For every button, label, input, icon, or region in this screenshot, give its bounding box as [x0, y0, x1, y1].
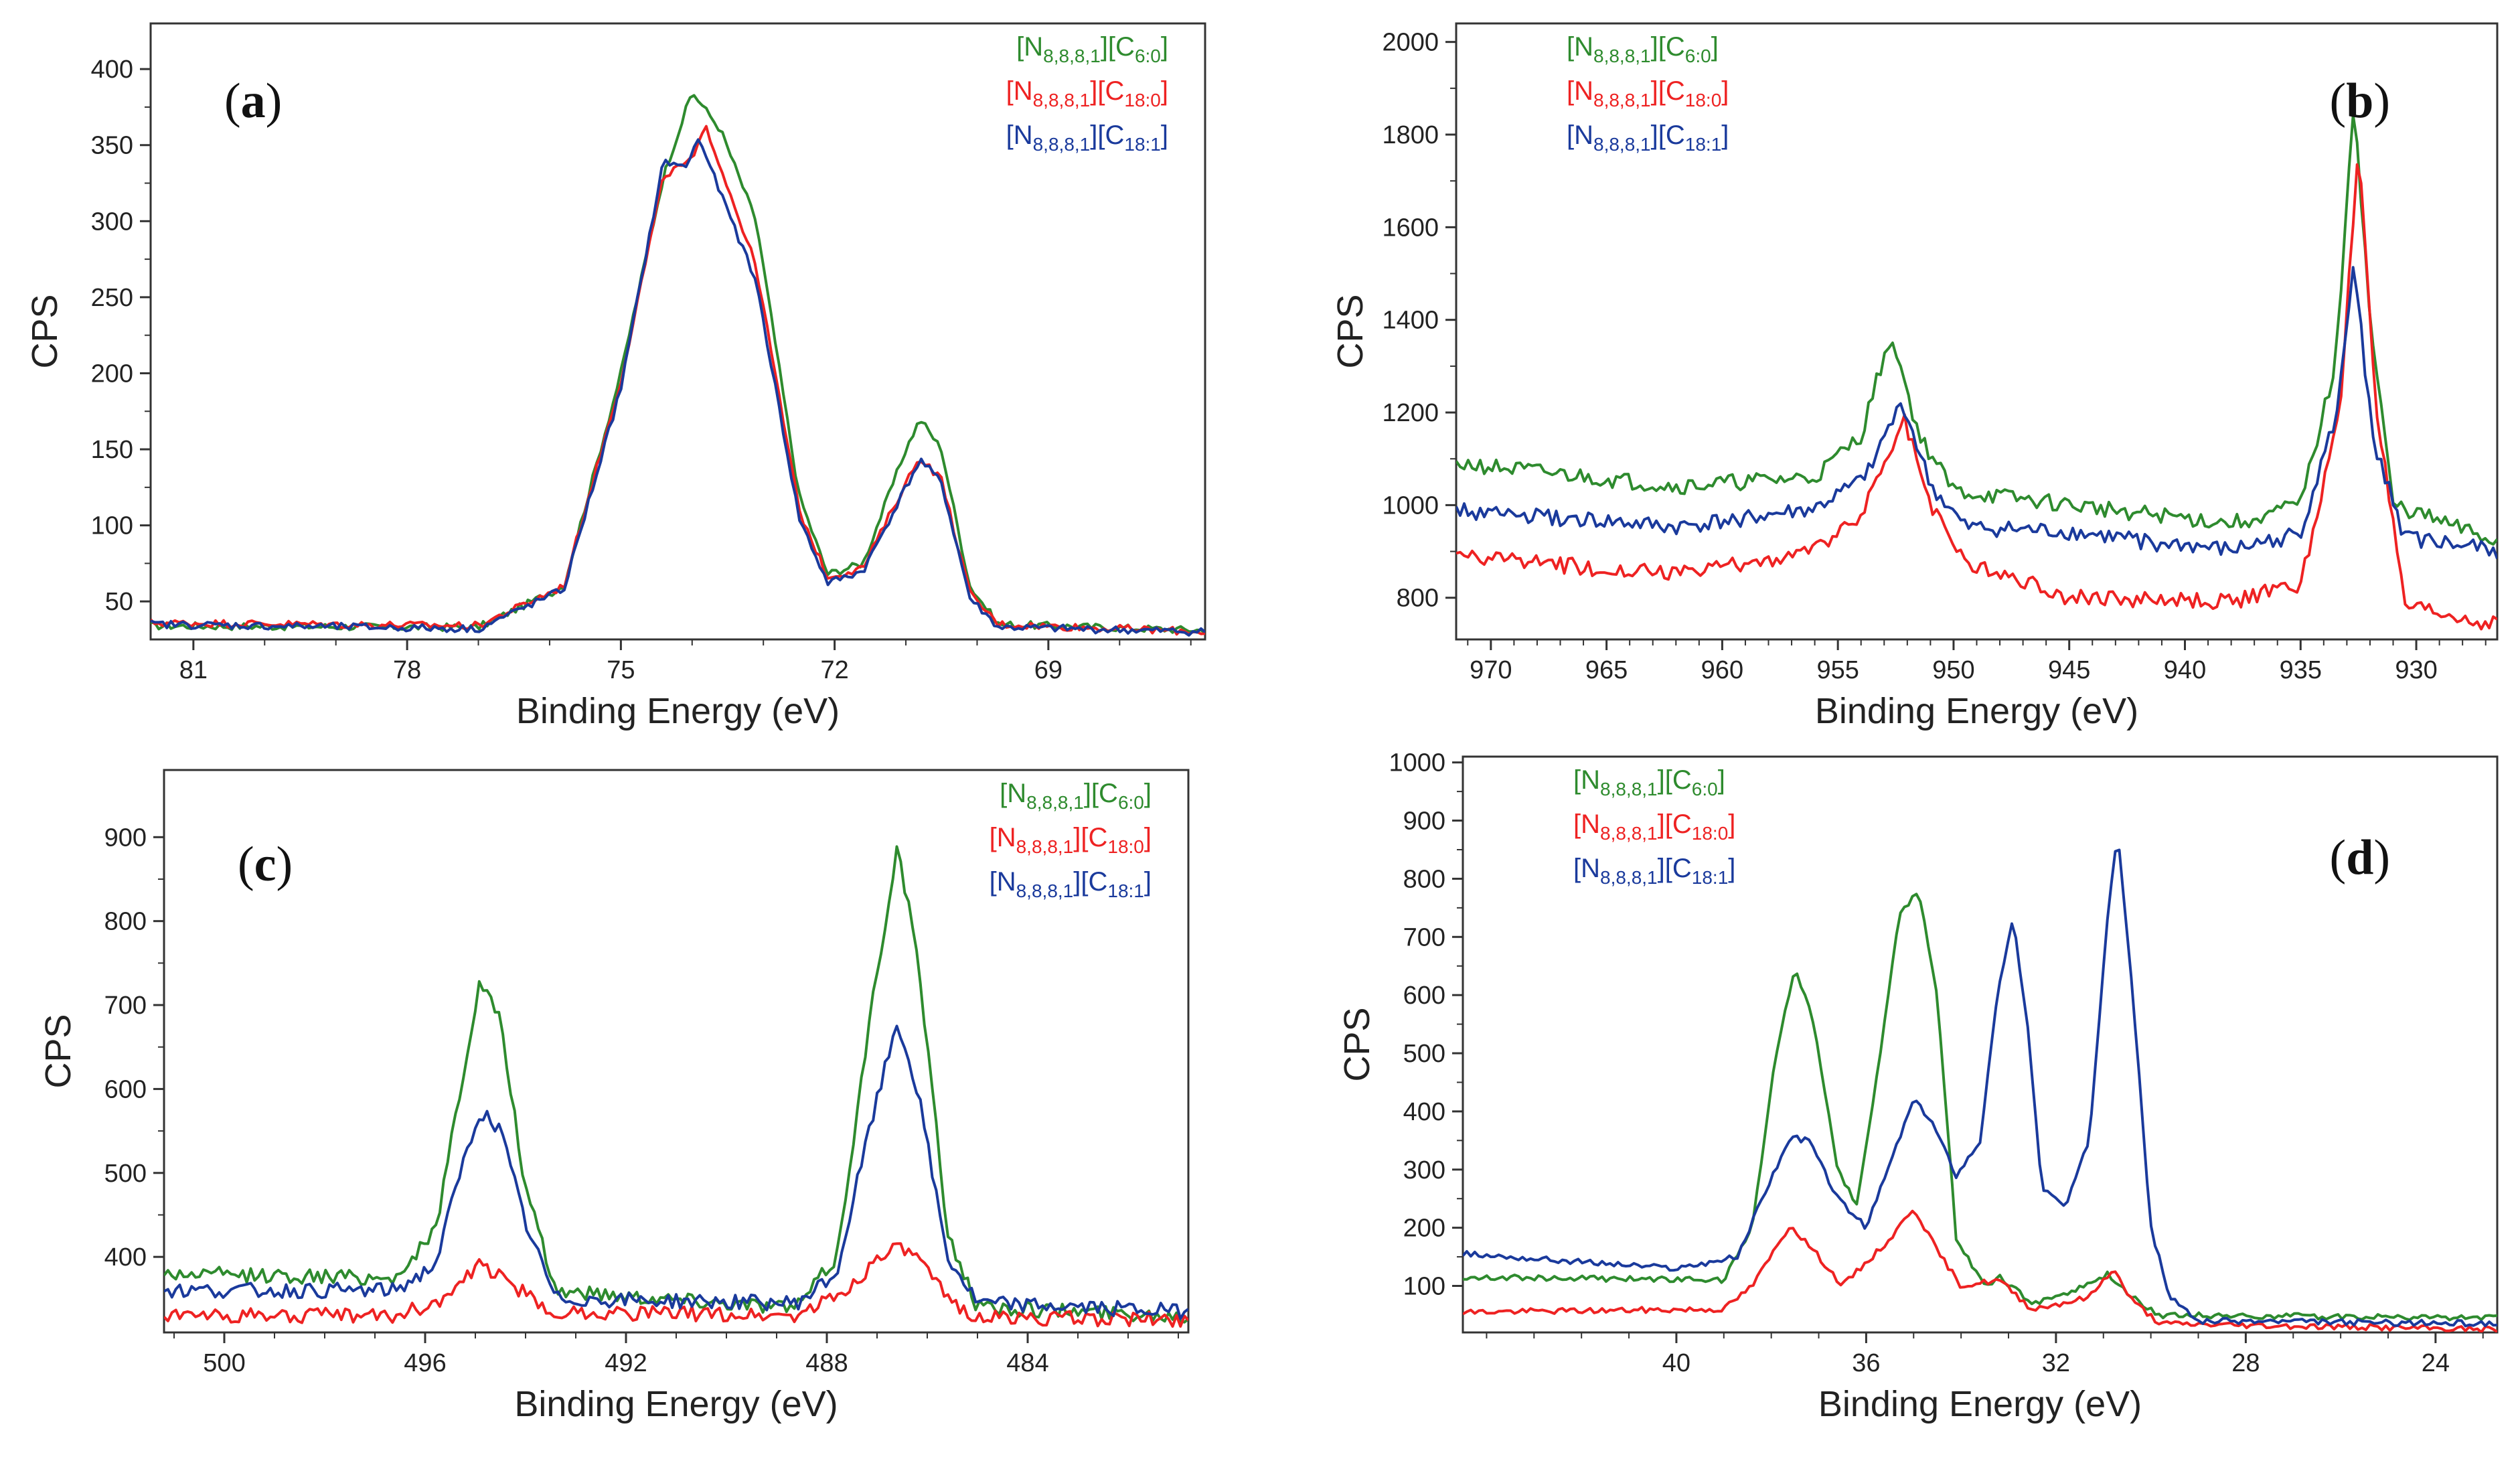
plot-frame	[1462, 755, 2499, 1334]
legend-entry-c18-0: [N8,8,8,1][C18:0]	[1567, 76, 1729, 110]
plot-frame	[149, 22, 1206, 641]
y-axis-title: CPS	[38, 1014, 78, 1088]
y-tick-label: 2000	[1382, 29, 1439, 57]
x-tick-label: 492	[605, 1349, 647, 1377]
y-tick-label: 800	[1397, 585, 1439, 613]
y-tick-label: 700	[104, 992, 147, 1020]
x-tick-label: 500	[203, 1349, 245, 1377]
x-tick-label: 24	[2422, 1349, 2450, 1377]
y-tick-label: 1200	[1382, 399, 1439, 427]
y-tick-label: 400	[104, 1243, 147, 1272]
legend-entry-c18-1: [N8,8,8,1][C18:1]	[1006, 121, 1168, 155]
y-tick-label: 900	[104, 824, 147, 852]
panel-d: 100 200 300 400 500 600 700 800 900 1000 40 36 32 28 2…	[1337, 749, 2499, 1424]
y-tick-label: 700	[1403, 923, 1445, 951]
y-tick-label: 600	[1403, 982, 1445, 1010]
y-tick-label: 600	[104, 1075, 147, 1103]
x-tick-label: 40	[1662, 1349, 1690, 1377]
panel-a: 50 100 150 200 250 300 350 400 81 78 75 72 69 Binding…	[25, 22, 1206, 731]
x-tick-label: 69	[1034, 656, 1062, 684]
y-axis-title: CPS	[1337, 1007, 1377, 1081]
y-tick-label: 300	[91, 208, 133, 236]
x-axis-title: Binding Energy (eV)	[1818, 1384, 2142, 1424]
x-tick-label: 75	[607, 656, 635, 684]
panel-label-a: (a)	[224, 74, 282, 129]
x-tick-label: 945	[2048, 656, 2090, 684]
x-tick-label: 960	[1701, 656, 1743, 684]
panel-c: 400 500 600 700 800 900 500 496 492 488 484 Binding…	[38, 769, 1190, 1424]
x-tick-label: 970	[1470, 656, 1512, 684]
y-tick-label: 1400	[1382, 307, 1439, 335]
x-axis-title: Binding Energy (eV)	[1815, 691, 2138, 731]
panel-label-b: (b)	[2330, 74, 2390, 129]
panel-label-d: (d)	[2330, 830, 2390, 885]
y-tick-label: 50	[105, 588, 133, 616]
y-tick-label: 800	[1403, 865, 1445, 893]
legend-entry-c18-1: [N8,8,8,1][C18:1]	[1567, 121, 1729, 155]
series-line--n8-8-8-1-c18-1-	[1456, 266, 2497, 560]
panel-label-c: (c)	[238, 837, 293, 892]
y-tick-label: 1000	[1389, 749, 1445, 777]
y-tick-label: 500	[104, 1160, 147, 1188]
y-tick-label: 100	[91, 512, 133, 540]
legend-entry-c18-1: [N8,8,8,1][C18:1]	[990, 867, 1152, 901]
y-tick-label: 400	[1403, 1098, 1445, 1126]
x-tick-label: 81	[179, 656, 208, 684]
series-line--n8-8-8-1-c6-0-	[1463, 893, 2497, 1322]
panel-b: 800 1000 1200 1400 1600 1800 2000 970 965 960 955 9…	[1330, 22, 2499, 731]
x-axis-title: Binding Energy (eV)	[516, 691, 840, 731]
series-line--n8-8-8-1-c6-0-	[1456, 113, 2497, 546]
x-tick-label: 484	[1006, 1349, 1048, 1377]
series-line--n8-8-8-1-c18-0-	[164, 1242, 1188, 1328]
x-tick-label: 930	[2395, 656, 2437, 684]
series-line--n8-8-8-1-c18-1-	[151, 138, 1205, 637]
x-axis-title: Binding Energy (eV)	[514, 1384, 838, 1424]
y-tick-label: 1600	[1382, 214, 1439, 242]
y-tick-label: 350	[91, 132, 133, 160]
legend-entry-c18-0: [N8,8,8,1][C18:0]	[1006, 76, 1168, 110]
y-axis-title: CPS	[1330, 294, 1370, 368]
legend-entry-c6-0: [N8,8,8,1][C6:0]	[1573, 765, 1725, 799]
series-line--n8-8-8-1-c18-0-	[1456, 163, 2497, 631]
x-tick-label: 488	[805, 1349, 848, 1377]
y-tick-label: 500	[1403, 1040, 1445, 1068]
y-tick-label: 1000	[1382, 491, 1439, 520]
legend-entry-c6-0: [N8,8,8,1][C6:0]	[1567, 32, 1719, 66]
series-line--n8-8-8-1-c18-1-	[164, 1024, 1188, 1320]
legend-entry-c18-0: [N8,8,8,1][C18:0]	[990, 823, 1152, 857]
y-tick-label: 300	[1403, 1156, 1445, 1184]
x-tick-label: 935	[2280, 656, 2322, 684]
legend-entry-c6-0: [N8,8,8,1][C6:0]	[1016, 32, 1168, 66]
y-tick-label: 150	[91, 436, 133, 464]
x-tick-label: 955	[1816, 656, 1859, 684]
y-tick-label: 200	[91, 360, 133, 388]
y-axis-title: CPS	[25, 294, 65, 368]
x-tick-label: 36	[1852, 1349, 1880, 1377]
series-line--n8-8-8-1-c18-1-	[1463, 848, 2497, 1328]
x-tick-label: 78	[393, 656, 421, 684]
y-tick-label: 250	[91, 284, 133, 312]
legend-entry-c18-0: [N8,8,8,1][C18:0]	[1573, 810, 1735, 844]
x-tick-label: 496	[404, 1349, 446, 1377]
y-tick-label: 400	[91, 56, 133, 84]
y-tick-label: 200	[1403, 1215, 1445, 1243]
x-tick-label: 940	[2164, 656, 2206, 684]
legend-entry-c18-1: [N8,8,8,1][C18:1]	[1573, 854, 1735, 888]
x-tick-label: 32	[2042, 1349, 2070, 1377]
y-tick-label: 1800	[1382, 121, 1439, 149]
x-tick-label: 28	[2231, 1349, 2260, 1377]
y-tick-label: 800	[104, 908, 147, 936]
y-tick-label: 100	[1403, 1273, 1445, 1301]
series-line--n8-8-8-1-c18-0-	[1463, 1209, 2497, 1332]
y-tick-label: 900	[1403, 807, 1445, 836]
legend-entry-c6-0: [N8,8,8,1][C6:0]	[1000, 779, 1152, 813]
x-tick-label: 72	[820, 656, 848, 684]
x-tick-label: 950	[1932, 656, 1974, 684]
x-tick-label: 965	[1585, 656, 1628, 684]
